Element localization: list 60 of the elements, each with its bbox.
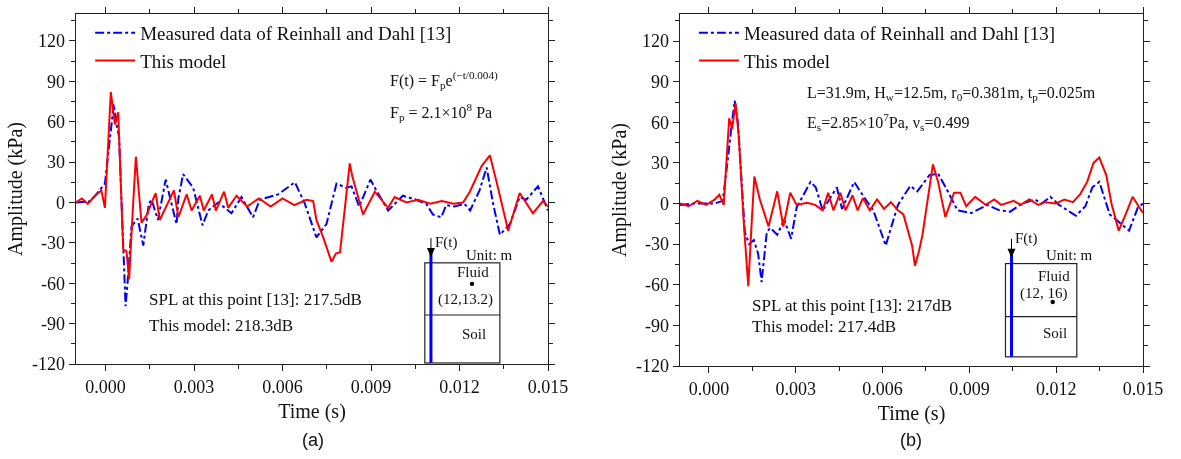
x-tick-label: 0.006	[862, 378, 903, 399]
annotation: Soil	[1043, 325, 1068, 341]
x-axis-title: Time (s)	[877, 402, 946, 426]
y-tick-label: 90	[651, 71, 670, 92]
annotation: Unit: m	[466, 247, 513, 263]
y-tick-label: 0	[660, 193, 670, 214]
annotation: F$_{p}$ = 2.1×10$^{8}$ Pa	[390, 101, 493, 124]
x-axis-title: Time (s)	[278, 400, 346, 424]
annotation: This model: 218.3dB	[149, 316, 294, 335]
annotation: Fluid	[457, 264, 490, 280]
y-tick-label: -30	[645, 234, 670, 255]
y-axis-title: Amplitude (kPa)	[607, 123, 631, 257]
y-tick-label: 30	[651, 153, 670, 174]
y-tick-label: 90	[47, 71, 66, 92]
x-tick-label: 0.012	[1035, 378, 1077, 399]
annotation: (12, 16)	[1020, 285, 1068, 302]
x-tick-label: 0.000	[688, 378, 730, 399]
line-series	[76, 103, 548, 308]
x-tick-label: 0.006	[262, 376, 303, 397]
annotation: SPL at this point [13]: 217dB	[752, 296, 953, 315]
y-tick-label: -60	[41, 273, 66, 294]
x-tick-label: 0.003	[775, 378, 816, 399]
x-tick-label: 0.012	[439, 376, 480, 397]
annotation: Fluid	[1038, 268, 1071, 284]
legend-label: Measured data of Reinhall and Dahl [13]	[743, 23, 1056, 45]
text: (a)	[302, 430, 324, 450]
text: (b)	[900, 430, 922, 450]
x-tick-label: 0.000	[85, 376, 126, 397]
y-tick-label: -30	[41, 233, 66, 254]
x-tick-label: 0.003	[173, 376, 215, 397]
legend-label: This model	[743, 50, 830, 72]
y-tick-label: 30	[47, 152, 66, 173]
y-tick-label: -120	[32, 354, 66, 375]
annotation: F(t) = F$_{p}$e$^{(−t/0.004)}$	[390, 69, 499, 92]
annotation: Unit: m	[1046, 247, 1093, 263]
x-tick-label: 0.015	[527, 376, 569, 397]
y-tick-label: -90	[645, 315, 670, 336]
annotation: This model: 217.4dB	[752, 317, 897, 336]
y-tick-label: 60	[47, 111, 66, 132]
annotation: E$_{s}$=2.85×10$^{7}$Pa, ν$_{s}$=0.499	[807, 111, 970, 134]
y-axis-title: Amplitude (kPa)	[3, 122, 27, 256]
line-series	[76, 91, 548, 281]
y-tick-label: 120	[642, 31, 670, 52]
annotation: SPL at this point [13]: 217.5dB	[149, 290, 362, 309]
y-tick-label: -60	[645, 275, 670, 296]
x-tick-label: 0.015	[1122, 378, 1164, 399]
x-tick-label: 0.009	[350, 376, 392, 397]
y-tick-label: 120	[38, 31, 66, 52]
legend-label: This model	[140, 50, 227, 72]
annotation: (12,13.2)	[438, 291, 493, 308]
y-tick-label: -90	[41, 313, 66, 334]
x-tick-label: 0.009	[949, 378, 990, 399]
annotation: F(t)	[1015, 230, 1038, 247]
y-tick-label: 0	[56, 192, 66, 213]
y-tick-label: 60	[651, 112, 670, 133]
annotation: F(t)	[435, 234, 458, 251]
annotation: L=31.9m, H$_{w}$=12.5m, r$_{0}$=0.381m, t$_{p}$=0.025m	[807, 84, 1096, 104]
annotation: Soil	[462, 326, 487, 342]
y-tick-label: -120	[636, 356, 670, 377]
legend-label: Measured data of Reinhall and Dahl [13]	[140, 23, 452, 45]
